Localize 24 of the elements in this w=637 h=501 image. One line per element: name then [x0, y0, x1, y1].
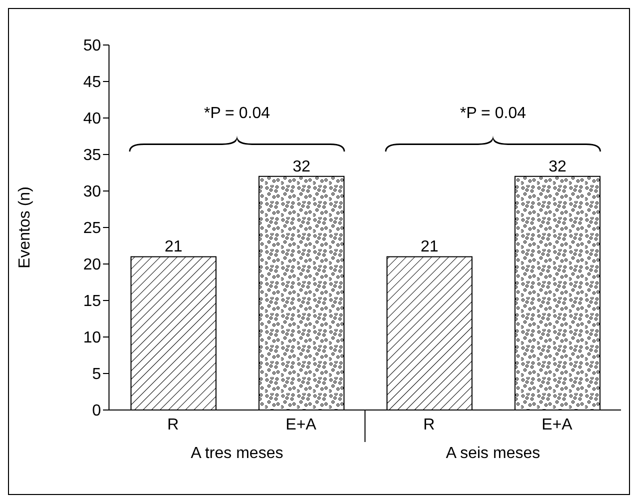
y-tick-label: 0 [92, 402, 102, 420]
y-tick-label: 20 [83, 256, 102, 274]
data-label: 32 [292, 158, 310, 176]
y-axis-title: Eventos (n) [16, 186, 34, 268]
y-tick-label: 10 [83, 330, 102, 347]
annotation: *P = 0.04 [204, 105, 270, 122]
text: A tres meses [190, 445, 284, 462]
data-label: 21 [420, 238, 438, 256]
y-tick-label: 15 [83, 293, 102, 310]
y-tick-label: 25 [83, 220, 102, 238]
x-tick-label: R [167, 416, 179, 434]
x-tick-label: E+A [286, 416, 317, 434]
data-label: 21 [164, 238, 182, 256]
y-tick-label: 5 [92, 366, 102, 384]
text: A seis meses [446, 445, 540, 462]
y-tick-label: 30 [83, 184, 102, 201]
y-tick-label: 50 [83, 38, 102, 55]
x-tick-label: R [423, 416, 435, 434]
x-tick-label: E+A [542, 416, 573, 434]
data-label: 32 [548, 158, 566, 176]
y-tick-label: 35 [83, 147, 102, 164]
annotation: *P = 0.04 [460, 105, 526, 122]
y-tick-label: 40 [83, 110, 102, 128]
y-tick-label: 45 [83, 74, 102, 92]
